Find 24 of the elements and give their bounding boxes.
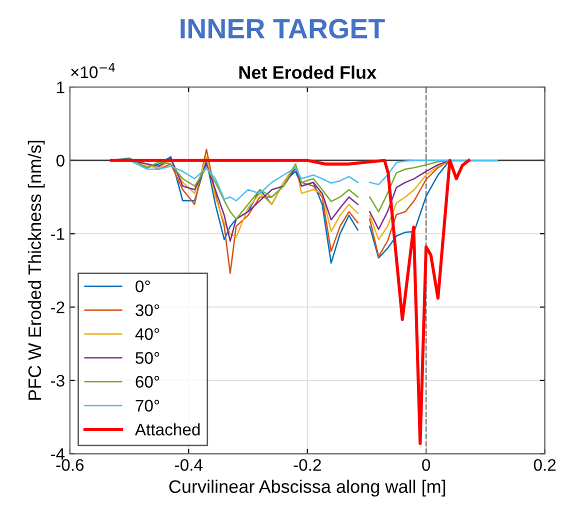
- y-tick-label: 0: [56, 154, 64, 167]
- text: ×10$^{−4}$: [71, 63, 115, 78]
- legend-label: 40°: [135, 328, 160, 340]
- legend-label: Attached: [134, 423, 200, 436]
- legend-label: 0°: [136, 280, 150, 292]
- legend-label: 30°: [136, 304, 160, 316]
- chart-title: INNER TARGET: [180, 18, 385, 39]
- x-tick-label: 0.2: [534, 459, 556, 471]
- y-tick-label: 1: [57, 82, 64, 94]
- legend-label: 50°: [136, 352, 160, 364]
- y-tick-label: -4: [50, 448, 65, 460]
- x-tick-label: -0.6: [56, 459, 84, 471]
- y-tick-label: -2: [50, 301, 64, 314]
- x-tick-label: 0: [422, 459, 430, 471]
- y-axis-title: PFC W Eroded Thickness [nm/s]: [28, 140, 45, 400]
- y-tick-label: -1: [50, 228, 64, 240]
- chart-subtitle: Net Eroded Flux: [239, 66, 376, 79]
- x-axis-title: Curvilinear Abscissa along wall [m]: [169, 480, 446, 497]
- x-tick-label: -0.2: [294, 459, 321, 471]
- line-series: [110, 158, 470, 446]
- legend-label: 60°: [136, 376, 160, 388]
- legend-label: 70°: [136, 400, 160, 412]
- x-tick-label: -0.4: [175, 459, 203, 471]
- y-tick-label: -3: [50, 374, 64, 387]
